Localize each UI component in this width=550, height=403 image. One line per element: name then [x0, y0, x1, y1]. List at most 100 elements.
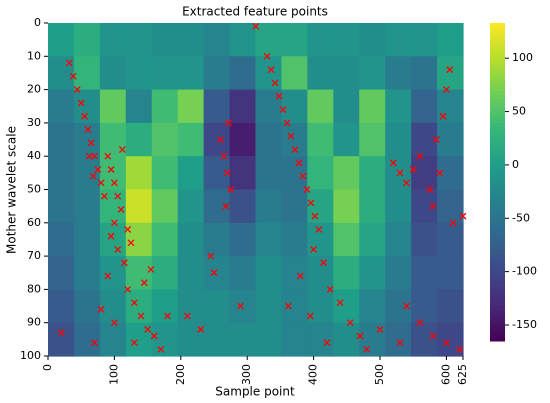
- feature-point: [110, 219, 118, 227]
- heatmap-cell: [48, 222, 75, 257]
- heatmap-cell: [255, 189, 283, 224]
- heatmap-cell: [177, 289, 205, 324]
- heatmap-cell: [99, 23, 127, 57]
- feature-point: [223, 169, 231, 177]
- feature-point: [117, 206, 125, 213]
- colorbar-segment: [490, 301, 505, 306]
- heatmap-cell: [333, 156, 360, 191]
- heatmap-cell: [99, 289, 127, 324]
- feature-point: [124, 285, 132, 293]
- colorbar-segment: [490, 30, 505, 36]
- feature-point: [306, 312, 314, 320]
- colorbar-segment: [490, 329, 505, 334]
- heatmap-cell: [203, 122, 231, 157]
- colorbar-segment: [490, 293, 505, 298]
- colorbar-segment: [490, 82, 505, 88]
- feature-point: [91, 152, 98, 160]
- feature-point: [147, 265, 155, 273]
- heatmap-cell: [99, 189, 127, 224]
- colorbar-segment: [490, 305, 505, 310]
- heatmap-cell: [48, 322, 75, 357]
- heatmap-cell: [281, 122, 308, 157]
- colorbar-segment: [490, 23, 505, 28]
- heatmap-cell: [281, 156, 308, 191]
- heatmap-cell: [255, 156, 283, 191]
- colorbar-segment: [490, 118, 505, 123]
- heatmap-cell: [73, 222, 101, 257]
- heatmap-cell: [281, 189, 308, 224]
- heatmap-cell: [151, 256, 179, 290]
- heatmap-cell: [203, 222, 231, 257]
- heatmap-cell: [99, 322, 127, 357]
- feature-point: [222, 202, 230, 210]
- chart-title: Extracted feature points: [182, 5, 328, 19]
- colorbar-tick-label: -150: [512, 318, 537, 331]
- feature-point: [311, 212, 319, 220]
- heatmap-cell: [411, 56, 438, 91]
- colorbar-tick-label: -50: [512, 211, 530, 224]
- heatmap-cell: [411, 222, 438, 257]
- colorbar-segment: [490, 297, 505, 302]
- feature-point: [459, 212, 467, 220]
- heatmap-cell: [437, 222, 464, 257]
- colorbar-segment: [490, 277, 505, 282]
- feature-point: [210, 269, 218, 277]
- colorbar-segment: [490, 98, 505, 103]
- colorbar-segment: [490, 54, 505, 60]
- heatmap-cell: [333, 322, 360, 357]
- y-tick-label: 30: [27, 116, 41, 129]
- heatmap-cell: [255, 222, 283, 257]
- colorbar-segment: [490, 134, 505, 139]
- heatmap-cell: [281, 23, 308, 57]
- feature-point: [432, 136, 440, 144]
- colorbar-segment: [490, 94, 505, 100]
- y-tick-label: 10: [27, 49, 41, 62]
- colorbar-segment: [490, 154, 505, 159]
- colorbar-segment: [490, 70, 505, 76]
- feature-point: [220, 152, 228, 160]
- y-tick-label: 0: [34, 16, 41, 29]
- heatmap-cell: [73, 289, 101, 324]
- feature-point: [110, 319, 118, 327]
- colorbar-segment: [490, 185, 505, 191]
- feature-point: [91, 339, 98, 347]
- colorbar-segment: [490, 38, 505, 44]
- feature-point: [310, 245, 318, 253]
- colorbar-segment: [490, 42, 505, 48]
- heatmap-cell: [229, 289, 257, 324]
- heatmap-cell: [255, 122, 283, 157]
- heatmap-cell: [411, 256, 438, 290]
- feature-point: [237, 302, 245, 310]
- colorbar-segment: [490, 66, 505, 72]
- heatmap-cell: [125, 122, 153, 157]
- colorbar-segment: [490, 229, 505, 235]
- colorbar-segment: [490, 241, 505, 247]
- feature-point: [442, 86, 450, 94]
- colorbar-segment: [490, 110, 505, 115]
- feature-point: [446, 66, 454, 74]
- heatmap-cell: [359, 89, 386, 124]
- colorbar-segment: [490, 138, 505, 143]
- colorbar-segment: [490, 325, 505, 330]
- colorbar-segment: [490, 50, 505, 56]
- feature-point: [85, 152, 93, 160]
- heatmap-cell: [73, 23, 101, 57]
- heatmap-cell: [229, 56, 257, 91]
- y-tick-label: 20: [27, 83, 41, 96]
- feature-point: [403, 302, 411, 310]
- heatmap-cell: [99, 122, 127, 157]
- feature-point: [197, 325, 205, 333]
- heatmap-cell: [359, 222, 386, 257]
- feature-point: [69, 72, 77, 80]
- heatmap-cell: [385, 89, 412, 124]
- feature-point: [94, 166, 102, 173]
- colorbar-segment: [490, 281, 505, 286]
- heatmap-cell: [307, 256, 334, 290]
- colorbar-segment: [490, 46, 505, 52]
- heatmap-cell: [281, 256, 308, 290]
- feature-point: [356, 332, 364, 340]
- colorbar-tick-label: 100: [512, 51, 533, 64]
- heatmap-cell: [125, 256, 153, 290]
- feature-point: [150, 332, 158, 340]
